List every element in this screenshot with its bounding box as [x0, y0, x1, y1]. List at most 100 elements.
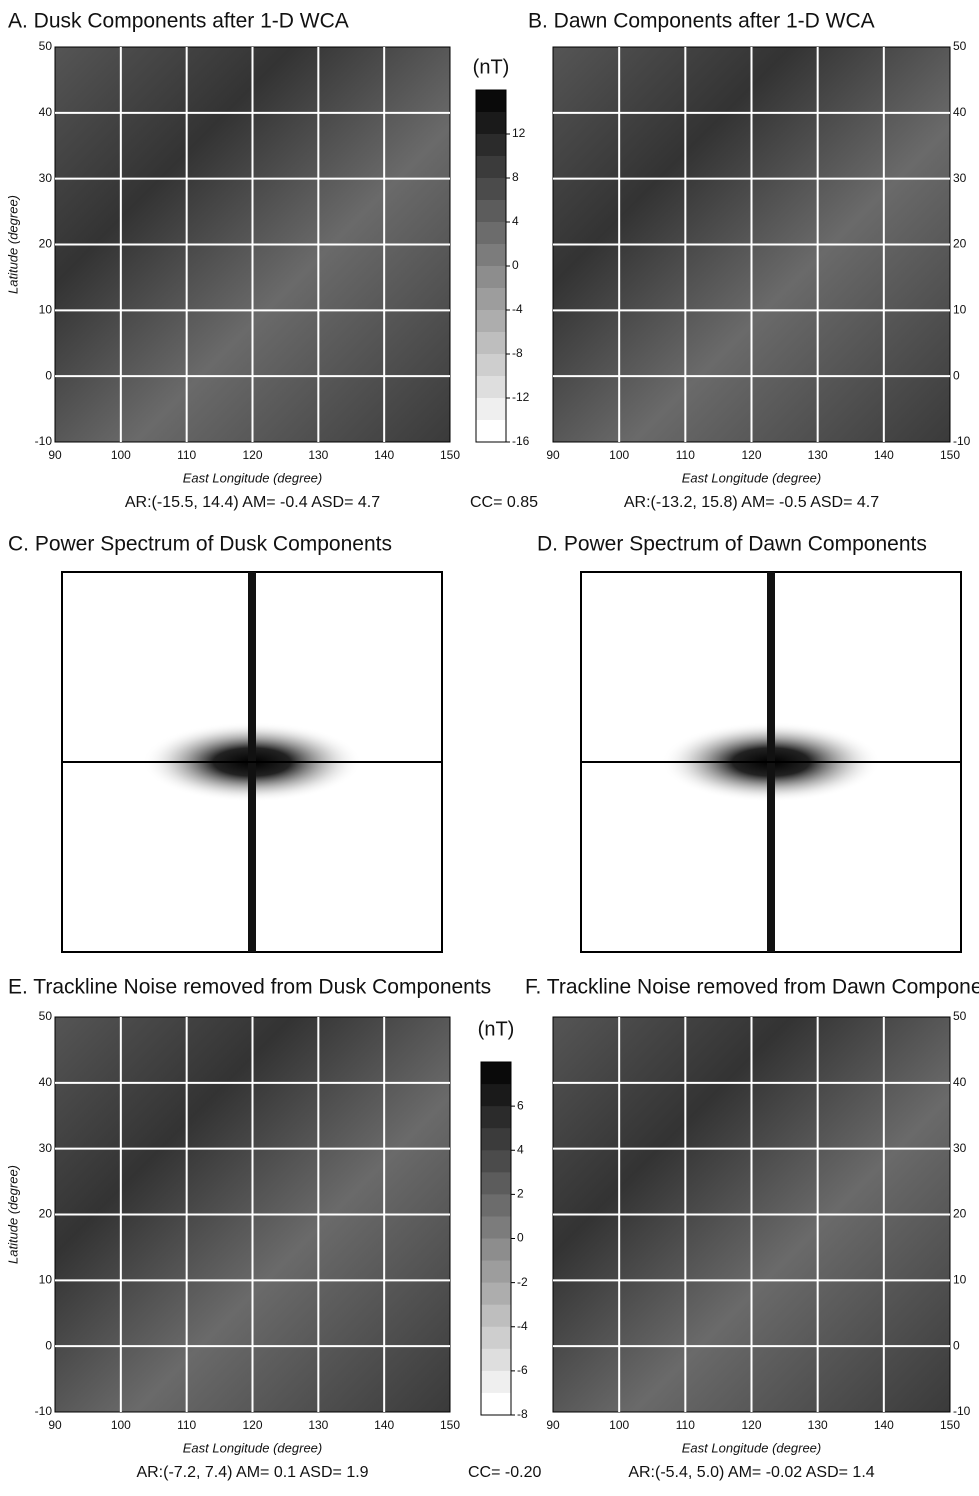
y-tick-label: 0	[953, 1338, 960, 1352]
x-tick-label: 130	[808, 1418, 828, 1432]
colorbar-band	[481, 1150, 511, 1173]
y-tick-label: 10	[953, 303, 967, 317]
y-tick-label: 10	[953, 1273, 967, 1287]
y-tick-label: 20	[953, 237, 967, 251]
y-tick-label: 20	[39, 1207, 53, 1221]
x-axis-label: East Longitude (degree)	[682, 470, 821, 485]
panel-title: C. Power Spectrum of Dusk Components	[8, 533, 392, 556]
colorbar-band	[476, 90, 506, 113]
colorbar-tick-label: 12	[512, 126, 526, 140]
y-axis-label: Latitude (degree)	[5, 1165, 20, 1264]
x-tick-label: 110	[676, 1418, 695, 1432]
y-tick-label: 50	[953, 39, 967, 53]
colorbar-tick-label: -8	[512, 346, 523, 360]
x-tick-label: 120	[242, 1418, 262, 1432]
y-tick-label: 50	[953, 1009, 967, 1023]
y-tick-label: 20	[953, 1207, 967, 1221]
colorbar-band	[476, 398, 506, 421]
x-tick-label: 100	[609, 1418, 629, 1432]
panel-title: F. Trackline Noise removed from Dawn Com…	[525, 976, 979, 999]
x-tick-label: 150	[440, 1418, 460, 1432]
x-tick-label: 140	[874, 1418, 894, 1432]
y-tick-label: 10	[39, 1273, 53, 1287]
y-tick-label: 0	[45, 1338, 52, 1352]
y-tick-label: -10	[953, 434, 971, 448]
colorbar-band	[476, 288, 506, 311]
colorbar-tick-label: -6	[517, 1363, 528, 1377]
x-tick-label: 90	[546, 1418, 560, 1432]
stats: AR:(-7.2, 7.4) AM= 0.1 ASD= 1.9	[136, 1464, 368, 1481]
colorbar-tick-label: -12	[512, 390, 530, 404]
x-axis-label: East Longitude (degree)	[682, 1440, 821, 1455]
y-tick-label: 50	[39, 39, 53, 53]
y-tick-label: 40	[39, 1075, 53, 1089]
colorbar-band	[481, 1128, 511, 1151]
colorbar-band	[476, 178, 506, 201]
y-tick-label: 30	[39, 171, 53, 185]
panel-title: B. Dawn Components after 1-D WCA	[528, 10, 875, 33]
colorbar-band	[481, 1326, 511, 1350]
correlation: CC= -0.20	[468, 1464, 541, 1481]
colorbar-band	[481, 1062, 511, 1085]
panel-title: E. Trackline Noise removed from Dusk Com…	[8, 976, 491, 999]
x-tick-label: 130	[308, 448, 328, 462]
y-tick-label: 50	[39, 1009, 53, 1023]
colorbar-band	[476, 134, 506, 157]
panel-title: D. Power Spectrum of Dawn Components	[537, 533, 927, 556]
x-tick-label: 90	[546, 448, 560, 462]
colorbar-band	[476, 244, 506, 267]
colorbar-tick-label: 6	[517, 1098, 524, 1112]
x-tick-label: 150	[940, 1418, 960, 1432]
y-tick-label: 30	[39, 1141, 53, 1155]
colorbar-tick-label: 2	[517, 1187, 524, 1201]
colorbar-band	[476, 156, 506, 179]
colorbar-band	[481, 1260, 511, 1284]
colorbar-band	[476, 310, 506, 333]
colorbar-tick-label: 0	[517, 1231, 524, 1245]
x-tick-label: 150	[940, 448, 960, 462]
colorbar-band	[476, 266, 506, 289]
colorbar-band	[476, 420, 506, 443]
y-tick-label: 30	[953, 1141, 967, 1155]
colorbar-band	[481, 1370, 511, 1394]
x-axis-label: East Longitude (degree)	[183, 1440, 322, 1455]
x-tick-label: 120	[741, 448, 761, 462]
y-tick-label: 10	[39, 303, 53, 317]
y-axis-label: Latitude (degree)	[5, 195, 20, 294]
colorbar-tick-label: -4	[512, 302, 523, 316]
colorbar-band	[481, 1194, 511, 1217]
x-tick-label: 110	[177, 448, 196, 462]
y-tick-label: 0	[953, 368, 960, 382]
panel-title: A. Dusk Components after 1-D WCA	[8, 10, 349, 33]
y-tick-label: 40	[953, 105, 967, 119]
colorbar-band	[476, 332, 506, 355]
y-tick-label: 40	[953, 1075, 967, 1089]
colorbar-tick-label: -2	[517, 1275, 528, 1289]
stats: AR:(-5.4, 5.0) AM= -0.02 ASD= 1.4	[628, 1464, 874, 1481]
colorbar-tick-label: -8	[517, 1407, 528, 1421]
colorbar-band	[481, 1238, 511, 1262]
colorbar-band	[476, 354, 506, 377]
colorbar-tick-label: -16	[512, 434, 530, 448]
x-tick-label: 150	[440, 448, 460, 462]
colorbar-band	[481, 1084, 511, 1107]
x-tick-label: 130	[808, 448, 828, 462]
colorbar-unit: (nT)	[478, 1018, 515, 1040]
colorbar-band	[481, 1304, 511, 1328]
colorbar-tick-label: 4	[512, 214, 519, 228]
x-tick-label: 140	[374, 448, 394, 462]
colorbar-band	[481, 1348, 511, 1372]
y-tick-label: -10	[35, 1404, 53, 1418]
colorbar-tick-label: 0	[512, 258, 519, 272]
x-tick-label: 110	[676, 448, 695, 462]
colorbar-tick-label: 4	[517, 1142, 524, 1156]
y-tick-label: 20	[39, 237, 53, 251]
colorbar-band	[476, 376, 506, 399]
colorbar-band	[476, 222, 506, 245]
x-tick-label: 110	[177, 1418, 196, 1432]
x-tick-label: 100	[609, 448, 629, 462]
x-tick-label: 120	[242, 448, 262, 462]
colorbar-band	[481, 1392, 511, 1416]
x-tick-label: 90	[48, 1418, 62, 1432]
